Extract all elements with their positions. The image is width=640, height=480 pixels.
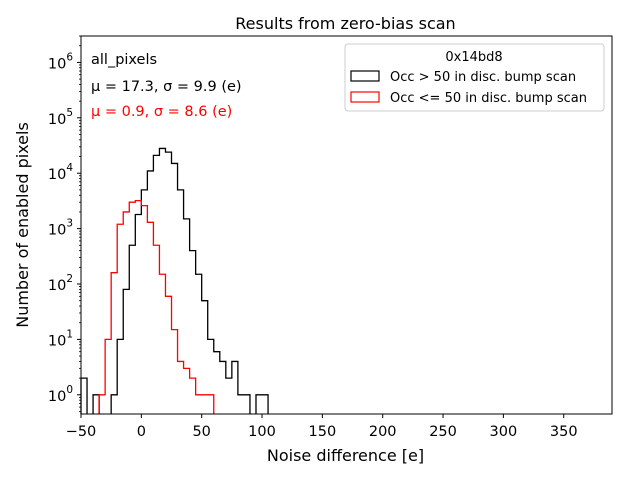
- chart-title: Results from zero-bias scan: [235, 14, 455, 33]
- x-tick-label: 250: [429, 424, 457, 440]
- series-1-bin-2: [93, 395, 99, 414]
- y-tick-label: 103: [48, 218, 73, 239]
- series-2-bin-11: [165, 296, 171, 414]
- x-tick-label: 0: [137, 424, 146, 440]
- series-2-bin-15: [190, 378, 196, 414]
- series-outline-2: [98, 199, 215, 414]
- series-2-bin-6: [135, 201, 141, 414]
- x-tick-label: −50: [66, 424, 97, 440]
- series-2-bin-14: [184, 368, 190, 414]
- legend-box: [344, 43, 605, 112]
- series-1-bin-19: [196, 274, 202, 414]
- series-1-bin-26: [238, 395, 244, 414]
- x-tick-label: 50: [192, 424, 210, 440]
- x-axis-ticks: −50 0 50 100 150 200 250 300 350: [66, 414, 578, 440]
- series-2-bin-7: [141, 206, 147, 414]
- series-1-bin-24: [226, 378, 232, 414]
- legend: 0x14bd8 Occ > 50 in disc. bump scan Occ …: [344, 43, 605, 112]
- series-layer: [80, 147, 269, 414]
- legend-label-occ-le-50: Occ <= 50 in disc. bump scan: [390, 91, 587, 106]
- y-tick-label: 102: [48, 273, 73, 294]
- series-1-bin-27: [244, 395, 250, 414]
- y-tick-label: 106: [48, 51, 73, 72]
- series-outline-1: [80, 147, 269, 414]
- series-2-bin-18: [208, 395, 214, 414]
- series-2-bin-4: [123, 212, 129, 414]
- series-1-bin-30: [262, 395, 268, 414]
- series-2-bin-16: [196, 395, 202, 414]
- annotation-mean-high-occ: μ = 17.3, σ = 9.9 (e): [91, 79, 242, 95]
- series-2-bin-9: [153, 245, 159, 414]
- series-1-bin-22: [214, 352, 220, 414]
- x-tick-label: 200: [369, 424, 397, 440]
- series-2: [98, 199, 215, 414]
- annotation-all-pixels: all_pixels: [91, 52, 157, 68]
- series-2-bin-0: [99, 395, 105, 414]
- series-2-bin-10: [159, 274, 165, 414]
- series-2-bin-3: [117, 224, 123, 414]
- x-tick-label: 150: [309, 424, 337, 440]
- x-tick-label: 300: [490, 424, 518, 440]
- legend-title: 0x14bd8: [445, 50, 502, 65]
- series-2-bin-12: [172, 330, 178, 414]
- x-axis-title: Noise difference [e]: [267, 446, 424, 465]
- annotation-mean-low-occ: μ = 0.9, σ = 8.6 (e): [91, 104, 232, 120]
- x-tick-label: 100: [248, 424, 276, 440]
- series-2-bin-8: [147, 222, 153, 414]
- series-1-bin-29: [256, 395, 262, 414]
- plot-frame: [80, 35, 613, 415]
- y-tick-label: 105: [48, 107, 73, 128]
- series-1: [80, 147, 269, 414]
- y-tick-label: 101: [48, 328, 73, 349]
- y-axis-title: Number of enabled pixels: [13, 122, 32, 328]
- series-1-bin-25: [232, 361, 238, 414]
- legend-label-occ-gt-50: Occ > 50 in disc. bump scan: [390, 70, 576, 85]
- series-2-bin-13: [178, 361, 184, 414]
- legend-swatch-occ-le-50: [350, 91, 380, 103]
- series-2-bin-17: [202, 395, 208, 414]
- legend-swatch-occ-gt-50: [350, 70, 380, 82]
- series-1-bin-23: [220, 361, 226, 414]
- y-tick-label: 104: [48, 162, 73, 183]
- series-1-bin-0: [81, 378, 87, 414]
- x-tick-label: 350: [550, 424, 578, 440]
- y-axis-ticks: 100 101 102 103 104 105 106: [48, 35, 81, 412]
- series-2-bin-5: [129, 202, 135, 414]
- series-2-bin-1: [105, 339, 111, 414]
- series-2-bin-2: [111, 273, 117, 414]
- y-tick-label: 100: [48, 384, 73, 405]
